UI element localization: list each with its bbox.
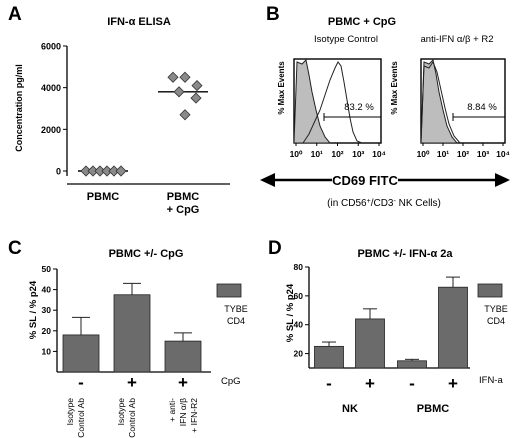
group-label: NK — [342, 403, 358, 415]
sign-label: - — [326, 374, 332, 393]
x-axis-label: CD69 FITC — [332, 173, 398, 188]
y-axis-label: % Max Events — [277, 61, 286, 115]
panel-d: D PBMC +/- IFN-α 2a % SL / % p24 20 40 60 8… — [268, 238, 508, 415]
sign-label: + — [365, 374, 375, 393]
y-tick-label: 20 — [294, 349, 304, 359]
y-tick-label: 80 — [294, 262, 304, 272]
sign-label: + — [178, 373, 188, 392]
y-axis-label: % SL / % p24 — [28, 280, 39, 339]
chart-title: PBMC + CpG — [328, 16, 396, 28]
bar — [314, 345, 344, 369]
x-tick-label: 10² — [457, 149, 469, 159]
bar — [438, 286, 468, 369]
x-category-label: + CpG — [167, 204, 200, 216]
x-category-label: + IFN-R2 — [189, 398, 199, 433]
x-tick-label: 10¹ — [311, 149, 323, 159]
subcaption: (in CD56+/CD3- NK Cells) — [327, 198, 441, 210]
sign-label: + — [127, 373, 137, 392]
sign-label: - — [409, 374, 415, 393]
sign-row-label: CpG — [221, 376, 241, 387]
x-category-label: Control Ab — [76, 398, 86, 438]
panel-b: B PBMC + CpG Isotype Control % Max Event… — [260, 4, 510, 209]
legend-swatch — [216, 283, 242, 298]
y-tick-label: 20 — [42, 326, 52, 336]
x-label-background — [332, 171, 398, 189]
x-tick-label: 10³ — [352, 149, 364, 159]
data-point — [179, 71, 191, 83]
cpg-histogram — [302, 61, 363, 144]
x-category-label: + anti- — [167, 398, 177, 422]
x-category-label: PBMC — [87, 191, 119, 203]
chart-title: PBMC +/- CpG — [109, 248, 184, 260]
x-category-label: Isotype — [116, 398, 126, 426]
gate-percent: 83.2 % — [344, 102, 374, 113]
legend: TYBE CD4 — [216, 283, 248, 326]
legend-swatch — [477, 283, 503, 298]
y-tick-label: 10 — [42, 346, 52, 356]
anti-ifn-histogram — [420, 60, 461, 144]
panel-letter: C — [8, 238, 22, 259]
histogram-label: Isotype Control — [314, 34, 378, 45]
panel-c: C PBMC +/- CpG % SL / % p24 10 20 30 40 50 -… — [8, 238, 248, 438]
gate-percent: 8.84 % — [467, 102, 497, 113]
y-tick-label: 40 — [42, 285, 52, 295]
y-tick-label: 2000 — [41, 125, 61, 135]
x-category-label: PBMC — [167, 191, 199, 203]
x-tick-label: 10¹ — [437, 149, 449, 159]
y-tick-label: 6000 — [41, 42, 61, 52]
x-tick-label: 10³ — [477, 149, 489, 159]
x-tick-label: 10⁰ — [417, 149, 430, 159]
panel-letter: D — [268, 238, 282, 259]
isotype-histogram — [420, 58, 459, 144]
y-tick-label: 60 — [294, 291, 304, 301]
chart-title: IFN-α ELISA — [107, 16, 171, 28]
x-tick-label: 10⁴ — [496, 149, 510, 159]
data-point — [179, 109, 191, 121]
panel-a: A IFN-α ELISA Concentration pg/ml 0 2000 4… — [8, 4, 230, 216]
legend-label: TYBE — [224, 304, 248, 314]
bar — [113, 294, 151, 373]
y-tick-label: 40 — [294, 320, 304, 330]
y-axis-label: Concentration pg/ml — [14, 64, 24, 152]
sign-row-label: IFN-a — [479, 375, 503, 386]
y-axis-label: % SL / % p24 — [285, 283, 296, 342]
legend-label: CD4 — [487, 316, 505, 326]
x-category-label: Isotype — [65, 398, 75, 426]
group-label: PBMC — [417, 403, 449, 415]
sign-label: - — [78, 373, 84, 392]
sign-label: + — [448, 374, 458, 393]
legend-label: TYBE — [484, 304, 508, 314]
x-category-label: Control Ab — [127, 398, 137, 438]
histogram-label: anti-IFN α/β + R2 — [421, 34, 494, 45]
panel-letter: A — [8, 4, 22, 25]
y-tick-label: 4000 — [41, 83, 61, 93]
panel-letter: B — [266, 4, 280, 25]
x-tick-label: 10⁴ — [372, 149, 386, 159]
data-point — [173, 86, 185, 98]
legend-label: CD4 — [227, 316, 245, 326]
y-tick-label: 50 — [42, 264, 52, 274]
x-category-label: IFN α/β — [178, 398, 188, 426]
data-point — [167, 71, 179, 83]
data-point — [191, 80, 203, 92]
bar — [397, 360, 427, 369]
bar — [355, 318, 385, 369]
y-axis-label: % Max Events — [390, 61, 399, 115]
bar — [62, 334, 100, 373]
x-tick-label: 10⁰ — [290, 149, 303, 159]
legend: TYBE CD4 — [477, 283, 508, 326]
y-tick-label: 30 — [42, 305, 52, 315]
x-tick-label: 10² — [331, 149, 343, 159]
y-tick-label: 0 — [56, 167, 61, 177]
chart-title: PBMC +/- IFN-α 2a — [357, 248, 453, 260]
bar — [164, 340, 202, 373]
isotype-histogram — [293, 58, 332, 144]
data-point — [190, 92, 202, 104]
data-point — [115, 165, 127, 177]
